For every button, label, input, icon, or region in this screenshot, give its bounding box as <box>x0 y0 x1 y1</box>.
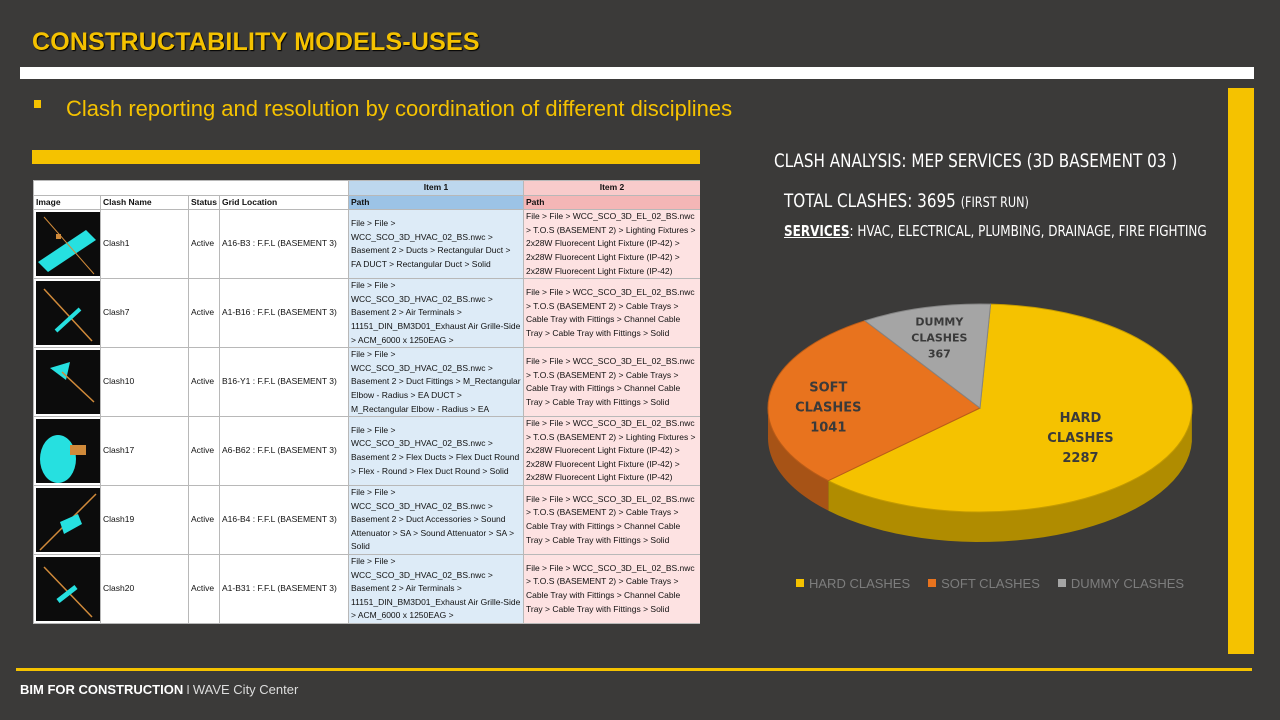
image-cell <box>33 485 101 556</box>
item1-path: File > File > WCC_SCO_3D_HVAC_02_BS.nwc … <box>348 278 524 349</box>
item2-path: File > File > WCC_SCO_3D_EL_02_BS.nwc > … <box>523 278 700 349</box>
footer-location: WAVE City Center <box>192 682 299 697</box>
footer-divider <box>16 668 1252 671</box>
side-accent-bar <box>1228 88 1254 654</box>
clash-name: Clash7 <box>100 278 189 349</box>
table-row: Clash20 Active A1-B31 : F.F.L (BASEMENT … <box>33 554 700 624</box>
legend-label: HARD CLASHES <box>809 576 911 591</box>
clash-thumbnail-icon <box>36 419 100 484</box>
footer-separator: I <box>186 682 190 697</box>
clash-status: Active <box>188 416 220 487</box>
column-header-grid-location: Grid Location <box>219 194 349 211</box>
clash-status: Active <box>188 209 220 280</box>
slice-hard-clashes <box>827 303 1193 513</box>
image-cell <box>33 554 101 624</box>
clash-thumbnail-icon <box>36 281 100 346</box>
table-row: Clash1 Active A16-B3 : F.F.L (BASEMENT 3… <box>33 209 700 280</box>
column-header-image: Image <box>33 194 101 211</box>
item1-path: File > File > WCC_SCO_3D_HVAC_02_BS.nwc … <box>348 347 524 418</box>
slice-label-dummy-clashes: DUMMY CLASHES 367 <box>911 316 967 361</box>
clash-thumbnail-icon <box>36 488 100 553</box>
clash-status: Active <box>188 485 220 556</box>
slice-label-soft-clashes: SOFT CLASHES 1041 <box>795 381 861 436</box>
item2-path: File > File > WCC_SCO_3D_EL_02_BS.nwc > … <box>523 347 700 418</box>
image-cell <box>33 347 101 418</box>
clash-status: Active <box>188 278 220 349</box>
slice-dummy-clashes <box>863 303 992 409</box>
item1-path: File > File > WCC_SCO_3D_HVAC_02_BS.nwc … <box>348 416 524 487</box>
grid-location: A1-B31 : F.F.L (BASEMENT 3) <box>219 554 349 624</box>
slice-side-soft-clashes <box>768 408 829 511</box>
legend-item-dummy-clashes: DUMMY CLASHES <box>1057 576 1185 591</box>
table-row: Clash19 Active A16-B4 : F.F.L (BASEMENT … <box>33 485 700 556</box>
item2-group-header: Item 2 <box>523 180 700 196</box>
item1-path: File > File > WCC_SCO_3D_HVAC_02_BS.nwc … <box>348 485 524 556</box>
column-header-clash-name: Clash Name <box>100 194 189 211</box>
clash-report-table: Item 1 Item 2 Image Clash Name Status Gr… <box>33 180 700 624</box>
clash-name: Clash10 <box>100 347 189 418</box>
image-cell <box>33 278 101 349</box>
legend-swatch <box>928 579 937 587</box>
services-line: SERVICES: HVAC, ELECTRICAL, PLUMBING, DR… <box>784 222 1207 240</box>
slide-subtitle: Clash reporting and resolution by coordi… <box>66 96 733 121</box>
title-divider <box>20 67 1254 79</box>
slice-soft-clashes <box>767 320 981 482</box>
item1-group-header: Item 1 <box>348 180 524 196</box>
slice-label-hard-clashes: HARD CLASHES 2287 <box>1047 411 1113 466</box>
total-clashes-label: TOTAL CLASHES: 3695 <box>784 190 956 212</box>
legend-item-hard-clashes: HARD CLASHES <box>796 576 910 591</box>
total-clashes: TOTAL CLASHES: 3695 (FIRST RUN) <box>784 190 1029 212</box>
legend-swatch <box>796 579 804 587</box>
clash-pie-chart: HARD CLASHES 2287 SOFT CLASHES 1041 DUMMY CLASH… <box>767 303 1193 542</box>
clash-status: Active <box>188 554 220 624</box>
grid-location: A1-B16 : F.F.L (BASEMENT 3) <box>219 278 349 349</box>
column-header-item2-path: Path <box>523 194 700 211</box>
grid-location: A6-B62 : F.F.L (BASEMENT 3) <box>219 416 349 487</box>
clash-name: Clash17 <box>100 416 189 487</box>
services-list: : HVAC, ELECTRICAL, PLUMBING, DRAINAGE, … <box>849 222 1207 240</box>
image-cell <box>33 416 101 487</box>
legend-swatch <box>1057 579 1066 587</box>
accent-bar <box>32 150 700 164</box>
slide-title: CONSTRUCTABILITY MODELS-USES <box>32 28 480 56</box>
clash-thumbnail-icon <box>36 350 100 415</box>
chart-legend: HARD CLASHES SOFT CLASHES DUMMY CLASHES <box>796 576 1184 591</box>
item2-path: File > File > WCC_SCO_3D_EL_02_BS.nwc > … <box>523 209 700 280</box>
item1-path: File > File > WCC_SCO_3D_HVAC_02_BS.nwc … <box>348 554 524 624</box>
legend-label: DUMMY CLASHES <box>1070 576 1185 591</box>
footer: BIM FOR CONSTRUCTION I WAVE City Center <box>20 682 298 697</box>
grid-location: A16-B3 : F.F.L (BASEMENT 3) <box>219 209 349 280</box>
footer-brand: BIM FOR CONSTRUCTION <box>20 682 184 697</box>
legend-label: SOFT CLASHES <box>941 576 1040 591</box>
column-header-status: Status <box>188 194 220 211</box>
grid-location: B16-Y1 : F.F.L (BASEMENT 3) <box>219 347 349 418</box>
clash-name: Clash20 <box>100 554 189 624</box>
services-label: SERVICES <box>784 222 850 240</box>
item1-path: File > File > WCC_SCO_3D_HVAC_02_BS.nwc … <box>348 209 524 280</box>
chart-title: CLASH ANALYSIS: MEP SERVICES (3D BASEMEN… <box>774 150 1178 172</box>
table-row: Clash10 Active B16-Y1 : F.F.L (BASEMENT … <box>33 347 700 418</box>
clash-name: Clash1 <box>100 209 189 280</box>
item2-path: File > File > WCC_SCO_3D_EL_02_BS.nwc > … <box>523 554 700 624</box>
clash-thumbnail-icon <box>36 557 100 622</box>
image-cell <box>33 209 101 280</box>
item2-path: File > File > WCC_SCO_3D_EL_02_BS.nwc > … <box>523 416 700 487</box>
bullet-icon <box>34 100 41 108</box>
slice-side-hard-clashes <box>828 411 1192 542</box>
table-row: Clash17 Active A6-B62 : F.F.L (BASEMENT … <box>33 416 700 487</box>
grid-location: A16-B4 : F.F.L (BASEMENT 3) <box>219 485 349 556</box>
clash-status: Active <box>188 347 220 418</box>
item2-path: File > File > WCC_SCO_3D_EL_02_BS.nwc > … <box>523 485 700 556</box>
header-spacer <box>33 180 349 196</box>
table-row: Clash7 Active A1-B16 : F.F.L (BASEMENT 3… <box>33 278 700 349</box>
clash-name: Clash19 <box>100 485 189 556</box>
legend-item-soft-clashes: SOFT CLASHES <box>928 576 1040 591</box>
total-clashes-note: (FIRST RUN) <box>960 195 1029 211</box>
column-header-item1-path: Path <box>348 194 524 211</box>
clash-thumbnail-icon <box>36 212 100 277</box>
